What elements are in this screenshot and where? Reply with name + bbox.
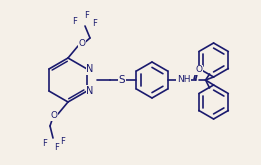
Text: N: N <box>86 64 94 74</box>
Text: N: N <box>86 86 94 96</box>
Text: F: F <box>93 18 97 28</box>
Text: F: F <box>85 12 90 20</box>
Text: F: F <box>73 16 78 26</box>
Text: F: F <box>43 139 48 148</box>
Text: F: F <box>61 136 66 146</box>
Text: O: O <box>195 66 202 75</box>
Text: F: F <box>55 144 60 152</box>
Text: O: O <box>50 112 57 120</box>
Text: NH: NH <box>177 76 190 84</box>
Text: O: O <box>79 39 86 49</box>
Text: S: S <box>119 75 125 85</box>
